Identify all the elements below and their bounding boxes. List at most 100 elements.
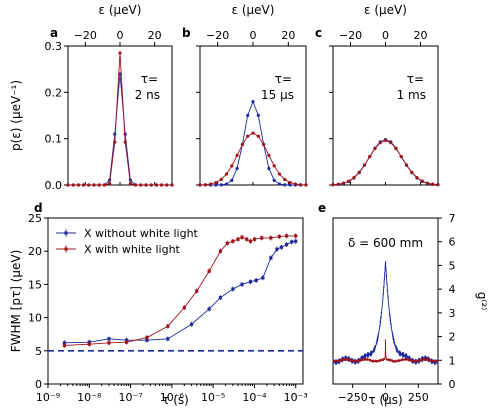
x-axis-label: ε (μeV) xyxy=(232,3,275,17)
data-point-red xyxy=(145,335,149,340)
data-point-red xyxy=(108,181,112,186)
x-tick-label: 0 xyxy=(117,29,124,42)
y-tick-label: 0 xyxy=(35,378,42,391)
data-point-red xyxy=(425,181,430,185)
data-point-red xyxy=(284,234,289,238)
y-tick-label: 0 xyxy=(449,378,456,391)
data-point-blue xyxy=(256,113,260,117)
data-point-red xyxy=(431,182,435,186)
data-point-red xyxy=(87,183,91,187)
legend-label: X with white light xyxy=(84,243,181,256)
series-line-red xyxy=(199,132,307,186)
data-point-blue xyxy=(219,183,223,187)
y-tick-label: 0.3 xyxy=(45,40,63,53)
y-tick-label: 2 xyxy=(449,331,456,344)
data-point-red xyxy=(394,146,398,151)
legend-label: X without white light xyxy=(84,227,199,240)
x-tick-label: 250 xyxy=(408,391,429,404)
panel-a: −20 0 20 ε (μeV) 0.0 0.1 0.2 0.3 p(ε) (μeV⁻¹) a τ=… xyxy=(9,3,174,192)
series-line-blue xyxy=(199,100,307,186)
data-point-red xyxy=(256,134,260,138)
data-point-red xyxy=(283,177,287,182)
data-point-red xyxy=(277,172,282,176)
data-point-red xyxy=(128,181,132,186)
data-point-blue xyxy=(214,183,218,187)
x-axis-label: ε (μeV) xyxy=(99,3,142,17)
data-point-red xyxy=(107,341,111,345)
y-tick-label: 4 xyxy=(449,283,456,296)
tau-annotation-line1: τ= xyxy=(141,72,158,86)
data-point-red xyxy=(269,236,273,240)
data-point-red xyxy=(219,177,223,182)
data-point-red xyxy=(373,146,377,151)
plot-frame xyxy=(67,45,173,186)
x-tick-label: 0 xyxy=(382,391,389,404)
data-point-red xyxy=(209,182,213,186)
panel-letter: d xyxy=(34,201,43,215)
y-tick-label: 5 xyxy=(35,345,42,358)
y-tick-label: 3 xyxy=(449,307,456,320)
data-point-blue xyxy=(267,166,271,171)
tau-annotation-line2: 2 ns xyxy=(135,88,160,102)
data-point-blue xyxy=(283,183,287,187)
data-point-red xyxy=(87,342,91,346)
data-point-blue xyxy=(231,287,235,291)
y-tick-label: 1 xyxy=(449,354,456,367)
x-tick-label: 0 xyxy=(250,29,257,42)
data-point-red xyxy=(341,181,346,185)
plot-frame xyxy=(47,217,304,385)
x-tick-label: −20 xyxy=(206,29,229,42)
data-point-red xyxy=(154,183,158,187)
data-point-red xyxy=(252,237,257,241)
x-axis-label: τ (s) xyxy=(162,393,189,407)
data-point-red xyxy=(267,153,271,157)
data-point-red xyxy=(293,182,297,186)
data-point-blue xyxy=(189,322,194,326)
data-point-red xyxy=(160,183,164,187)
data-point-blue xyxy=(272,178,276,182)
data-point-red xyxy=(378,141,382,145)
panel-letter: b xyxy=(182,26,191,40)
data-point-blue xyxy=(294,239,298,243)
panel-letter: a xyxy=(50,26,58,40)
data-point-red xyxy=(262,142,266,147)
data-point-red xyxy=(251,131,255,135)
data-point-red xyxy=(245,237,249,241)
trace-red xyxy=(332,339,439,364)
y-tick-label: 6 xyxy=(449,236,456,249)
data-point-red xyxy=(195,289,199,293)
data-point-red xyxy=(165,183,169,187)
data-point-red xyxy=(294,234,298,238)
data-point-red xyxy=(92,183,96,187)
data-point-blue xyxy=(261,276,265,280)
data-point-red xyxy=(139,183,143,187)
data-point-red xyxy=(240,142,244,147)
x-tick-label: −20 xyxy=(74,29,97,42)
x-tick-label: 20 xyxy=(281,29,295,42)
x-tick-label: 10⁻⁶ xyxy=(160,391,185,404)
x-tick-label: 10⁻⁴ xyxy=(242,391,267,404)
data-point-red xyxy=(66,183,70,187)
data-point-red xyxy=(362,163,367,167)
x-tick-label: 20 xyxy=(148,29,162,42)
x-tick-label: −20 xyxy=(339,29,362,42)
data-point-red xyxy=(134,183,138,187)
x-tick-label: 10⁻⁷ xyxy=(118,391,142,404)
panel-b: −20 0 20 ε (μeV) b τ= 15 μs xyxy=(182,3,308,187)
x-tick-label: 0 xyxy=(382,29,389,42)
data-point-blue xyxy=(284,242,289,247)
data-point-red xyxy=(352,176,356,180)
data-point-red xyxy=(357,170,361,174)
data-point-blue xyxy=(166,337,170,341)
data-point-red xyxy=(71,183,75,187)
data-point-blue xyxy=(275,247,279,251)
data-point-blue xyxy=(145,338,149,342)
data-point-red xyxy=(299,183,303,187)
data-point-blue xyxy=(254,278,258,283)
x-axis-label: τ (μs) xyxy=(368,393,402,407)
panel-d: d 10⁻⁹ 10⁻⁸ 10⁻⁷ 10⁻⁶ 10⁻⁵ 10⁻⁴ 10⁻³ τ (s) 0 5 10 15… xyxy=(9,201,308,407)
data-point-blue xyxy=(218,296,223,300)
data-point-red xyxy=(277,234,281,239)
